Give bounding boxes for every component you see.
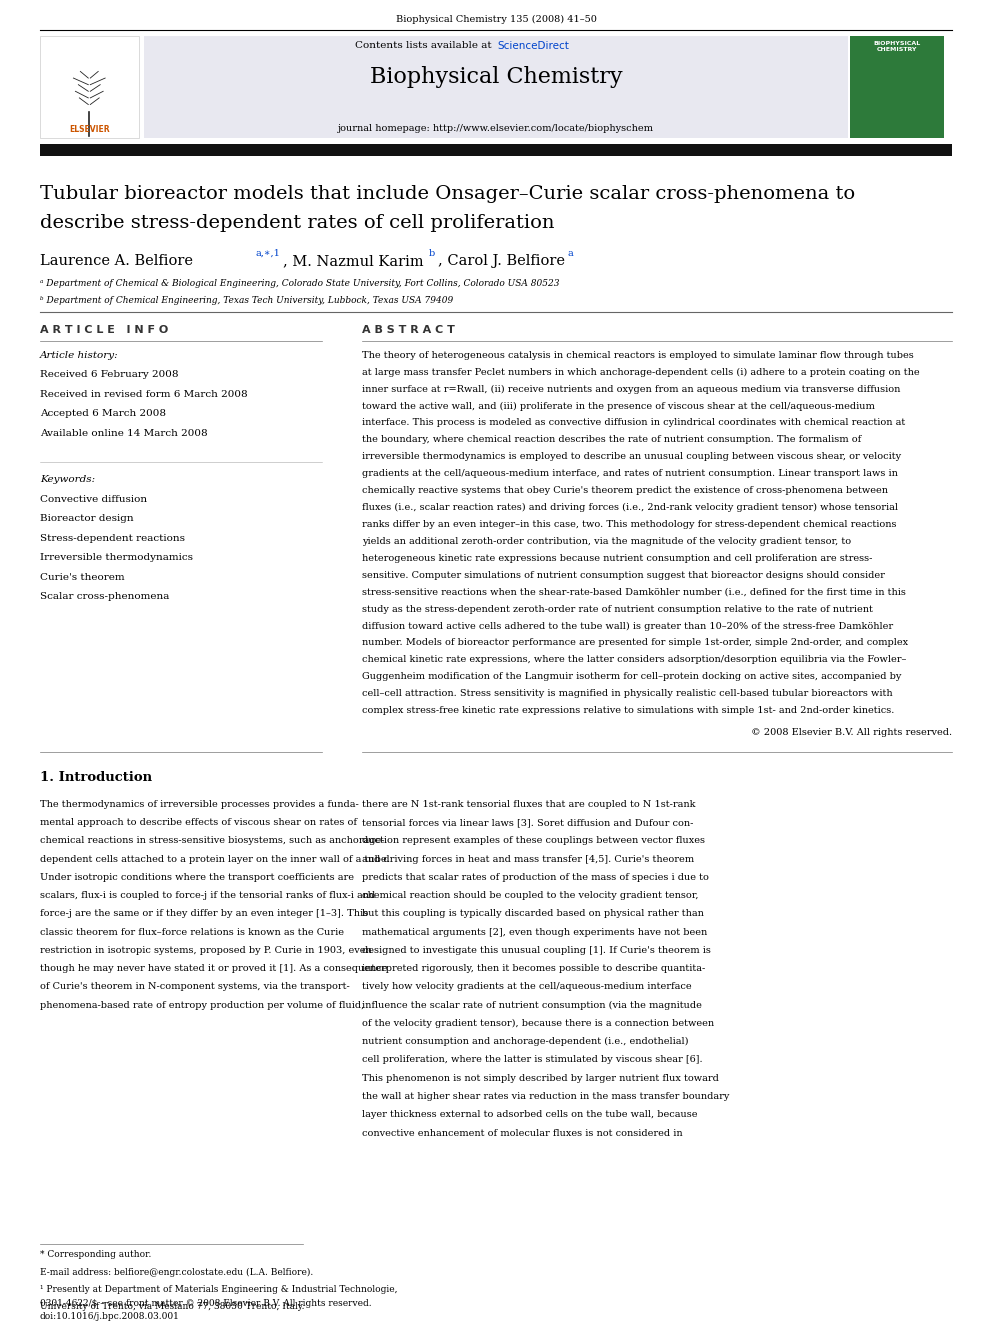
Text: heterogeneous kinetic rate expressions because nutrient consumption and cell pro: heterogeneous kinetic rate expressions b… bbox=[362, 554, 872, 562]
Text: © 2008 Elsevier B.V. All rights reserved.: © 2008 Elsevier B.V. All rights reserved… bbox=[751, 729, 952, 737]
Text: number. Models of bioreactor performance are presented for simple 1st-order, sim: number. Models of bioreactor performance… bbox=[362, 639, 909, 647]
Text: E-mail address: belfiore@engr.colostate.edu (L.A. Belfiore).: E-mail address: belfiore@engr.colostate.… bbox=[40, 1267, 312, 1277]
Text: force-j are the same or if they differ by an even integer [1–3]. This: force-j are the same or if they differ b… bbox=[40, 909, 368, 918]
Text: Scalar cross-phenomena: Scalar cross-phenomena bbox=[40, 593, 169, 602]
Text: tively how velocity gradients at the cell/aqueous-medium interface: tively how velocity gradients at the cel… bbox=[362, 983, 691, 991]
Text: , Carol J. Belfiore: , Carol J. Belfiore bbox=[438, 254, 565, 269]
Text: Under isotropic conditions where the transport coefficients are: Under isotropic conditions where the tra… bbox=[40, 873, 354, 882]
Text: irreversible thermodynamics is employed to describe an unusual coupling between : irreversible thermodynamics is employed … bbox=[362, 452, 901, 462]
Text: influence the scalar rate of nutrient consumption (via the magnitude: influence the scalar rate of nutrient co… bbox=[362, 1000, 702, 1009]
Text: doi:10.1016/j.bpc.2008.03.001: doi:10.1016/j.bpc.2008.03.001 bbox=[40, 1312, 180, 1322]
Text: convective enhancement of molecular fluxes is not considered in: convective enhancement of molecular flux… bbox=[362, 1129, 682, 1138]
Text: * Corresponding author.: * Corresponding author. bbox=[40, 1250, 151, 1259]
FancyBboxPatch shape bbox=[40, 144, 952, 156]
Text: layer thickness external to adsorbed cells on the tube wall, because: layer thickness external to adsorbed cel… bbox=[362, 1110, 697, 1119]
Text: cell proliferation, where the latter is stimulated by viscous shear [6].: cell proliferation, where the latter is … bbox=[362, 1056, 702, 1065]
Text: gradients at the cell/aqueous-medium interface, and rates of nutrient consumptio: gradients at the cell/aqueous-medium int… bbox=[362, 470, 898, 478]
Text: Guggenheim modification of the Langmuir isotherm for cell–protein docking on act: Guggenheim modification of the Langmuir … bbox=[362, 672, 902, 681]
Text: ranks differ by an even integer–in this case, two. This methodology for stress-d: ranks differ by an even integer–in this … bbox=[362, 520, 897, 529]
Text: ELSEVIER: ELSEVIER bbox=[69, 124, 109, 134]
Text: mathematical arguments [2], even though experiments have not been: mathematical arguments [2], even though … bbox=[362, 927, 707, 937]
Text: there are N 1st-rank tensorial fluxes that are coupled to N 1st-rank: there are N 1st-rank tensorial fluxes th… bbox=[362, 800, 695, 808]
Text: classic theorem for flux–force relations is known as the Curie: classic theorem for flux–force relations… bbox=[40, 927, 343, 937]
FancyBboxPatch shape bbox=[850, 36, 944, 138]
Text: the wall at higher shear rates via reduction in the mass transfer boundary: the wall at higher shear rates via reduc… bbox=[362, 1091, 729, 1101]
Text: Bioreactor design: Bioreactor design bbox=[40, 515, 133, 523]
Text: designed to investigate this unusual coupling [1]. If Curie's theorem is: designed to investigate this unusual cou… bbox=[362, 946, 711, 955]
Text: Convective diffusion: Convective diffusion bbox=[40, 495, 147, 504]
Text: Accepted 6 March 2008: Accepted 6 March 2008 bbox=[40, 409, 166, 418]
Text: but this coupling is typically discarded based on physical rather than: but this coupling is typically discarded… bbox=[362, 909, 704, 918]
Text: of the velocity gradient tensor), because there is a connection between: of the velocity gradient tensor), becaus… bbox=[362, 1019, 714, 1028]
Text: 0301-4622/$ – see front matter © 2008 Elsevier B.V. All rights reserved.: 0301-4622/$ – see front matter © 2008 El… bbox=[40, 1299, 371, 1308]
Text: of Curie's theorem in N-component systems, via the transport-: of Curie's theorem in N-component system… bbox=[40, 983, 349, 991]
FancyBboxPatch shape bbox=[144, 36, 848, 138]
Text: Available online 14 March 2008: Available online 14 March 2008 bbox=[40, 429, 207, 438]
Text: ScienceDirect: ScienceDirect bbox=[497, 41, 568, 52]
Text: a,∗,1: a,∗,1 bbox=[256, 249, 281, 258]
Text: diffusion toward active cells adhered to the tube wall) is greater than 10–20% o: diffusion toward active cells adhered to… bbox=[362, 622, 893, 631]
Text: chemical reaction should be coupled to the velocity gradient tensor,: chemical reaction should be coupled to t… bbox=[362, 892, 698, 900]
Text: stress-sensitive reactions when the shear-rate-based Damköhler number (i.e., def: stress-sensitive reactions when the shea… bbox=[362, 587, 906, 597]
Text: dependent cells attached to a protein layer on the inner wall of a tube.: dependent cells attached to a protein la… bbox=[40, 855, 390, 864]
Text: nutrient consumption and anchorage-dependent (i.e., endothelial): nutrient consumption and anchorage-depen… bbox=[362, 1037, 688, 1046]
Text: chemical reactions in stress-sensitive biosystems, such as anchorage-: chemical reactions in stress-sensitive b… bbox=[40, 836, 384, 845]
Text: a: a bbox=[567, 249, 573, 258]
Text: Tubular bioreactor models that include Onsager–Curie scalar cross-phenomena to: Tubular bioreactor models that include O… bbox=[40, 185, 855, 204]
Text: tensorial forces via linear laws [3]. Soret diffusion and Dufour con-: tensorial forces via linear laws [3]. So… bbox=[362, 818, 693, 827]
Text: Curie's theorem: Curie's theorem bbox=[40, 573, 124, 582]
Text: The theory of heterogeneous catalysis in chemical reactors is employed to simula: The theory of heterogeneous catalysis in… bbox=[362, 351, 914, 360]
Text: chemically reactive systems that obey Curie's theorem predict the existence of c: chemically reactive systems that obey Cu… bbox=[362, 486, 888, 495]
Text: study as the stress-dependent zeroth-order rate of nutrient consumption relative: study as the stress-dependent zeroth-ord… bbox=[362, 605, 873, 614]
Text: Irreversible thermodynamics: Irreversible thermodynamics bbox=[40, 553, 192, 562]
Text: interpreted rigorously, then it becomes possible to describe quantita-: interpreted rigorously, then it becomes … bbox=[362, 964, 705, 974]
Text: sensitive. Computer simulations of nutrient consumption suggest that bioreactor : sensitive. Computer simulations of nutri… bbox=[362, 570, 885, 579]
Text: Stress-dependent reactions: Stress-dependent reactions bbox=[40, 533, 185, 542]
Text: complex stress-free kinetic rate expressions relative to simulations with simple: complex stress-free kinetic rate express… bbox=[362, 706, 895, 716]
Text: b: b bbox=[429, 249, 434, 258]
Text: ᵇ Department of Chemical Engineering, Texas Tech University, Lubbock, Texas USA : ᵇ Department of Chemical Engineering, Te… bbox=[40, 296, 453, 306]
Text: Keywords:: Keywords: bbox=[40, 475, 95, 484]
Text: ¹ Presently at Department of Materials Engineering & Industrial Technologie,: ¹ Presently at Department of Materials E… bbox=[40, 1285, 397, 1294]
Text: Laurence A. Belfiore: Laurence A. Belfiore bbox=[40, 254, 192, 269]
Text: mental approach to describe effects of viscous shear on rates of: mental approach to describe effects of v… bbox=[40, 818, 357, 827]
Text: Article history:: Article history: bbox=[40, 351, 118, 360]
Text: This phenomenon is not simply described by larger nutrient flux toward: This phenomenon is not simply described … bbox=[362, 1074, 719, 1082]
Text: cell–cell attraction. Stress sensitivity is magnified in physically realistic ce: cell–cell attraction. Stress sensitivity… bbox=[362, 689, 893, 699]
Text: journal homepage: http://www.elsevier.com/locate/biophyschem: journal homepage: http://www.elsevier.co… bbox=[338, 124, 654, 134]
Text: scalars, flux-i is coupled to force-j if the tensorial ranks of flux-i and: scalars, flux-i is coupled to force-j if… bbox=[40, 892, 375, 900]
Text: yields an additional zeroth-order contribution, via the magnitude of the velocit: yields an additional zeroth-order contri… bbox=[362, 537, 851, 546]
Text: Received 6 February 2008: Received 6 February 2008 bbox=[40, 370, 179, 380]
Text: chemical kinetic rate expressions, where the latter considers adsorption/desorpt: chemical kinetic rate expressions, where… bbox=[362, 655, 907, 664]
Text: duction represent examples of these couplings between vector fluxes: duction represent examples of these coup… bbox=[362, 836, 705, 845]
Text: interface. This process is modeled as convective diffusion in cylindrical coordi: interface. This process is modeled as co… bbox=[362, 418, 906, 427]
Text: 1. Introduction: 1. Introduction bbox=[40, 771, 152, 783]
Text: , M. Nazmul Karim: , M. Nazmul Karim bbox=[283, 254, 424, 269]
Text: fluxes (i.e., scalar reaction rates) and driving forces (i.e., 2nd-rank velocity: fluxes (i.e., scalar reaction rates) and… bbox=[362, 503, 898, 512]
Text: restriction in isotropic systems, proposed by P. Curie in 1903, even: restriction in isotropic systems, propos… bbox=[40, 946, 371, 955]
Text: describe stress-dependent rates of cell proliferation: describe stress-dependent rates of cell … bbox=[40, 214, 555, 233]
FancyBboxPatch shape bbox=[40, 36, 139, 138]
Text: ᵃ Department of Chemical & Biological Engineering, Colorado State University, Fo: ᵃ Department of Chemical & Biological En… bbox=[40, 279, 559, 288]
Text: Contents lists available at: Contents lists available at bbox=[355, 41, 495, 50]
Text: Biophysical Chemistry 135 (2008) 41–50: Biophysical Chemistry 135 (2008) 41–50 bbox=[396, 15, 596, 24]
Text: toward the active wall, and (iii) proliferate in the presence of viscous shear a: toward the active wall, and (iii) prolif… bbox=[362, 401, 875, 410]
Text: BIOPHYSICAL
CHEMISTRY: BIOPHYSICAL CHEMISTRY bbox=[873, 41, 921, 52]
Text: predicts that scalar rates of production of the mass of species i due to: predicts that scalar rates of production… bbox=[362, 873, 709, 882]
Text: Received in revised form 6 March 2008: Received in revised form 6 March 2008 bbox=[40, 390, 247, 398]
Text: and driving forces in heat and mass transfer [4,5]. Curie's theorem: and driving forces in heat and mass tran… bbox=[362, 855, 694, 864]
Text: A R T I C L E   I N F O: A R T I C L E I N F O bbox=[40, 325, 168, 336]
Text: the boundary, where chemical reaction describes the rate of nutrient consumption: the boundary, where chemical reaction de… bbox=[362, 435, 861, 445]
Text: The thermodynamics of irreversible processes provides a funda-: The thermodynamics of irreversible proce… bbox=[40, 800, 358, 808]
Text: inner surface at r=Rwall, (ii) receive nutrients and oxygen from an aqueous medi: inner surface at r=Rwall, (ii) receive n… bbox=[362, 385, 901, 393]
Text: Biophysical Chemistry: Biophysical Chemistry bbox=[370, 66, 622, 89]
Text: at large mass transfer Peclet numbers in which anchorage-dependent cells (i) adh: at large mass transfer Peclet numbers in… bbox=[362, 368, 920, 377]
Text: phenomena-based rate of entropy production per volume of fluid,: phenomena-based rate of entropy producti… bbox=[40, 1000, 364, 1009]
Text: though he may never have stated it or proved it [1]. As a consequence: though he may never have stated it or pr… bbox=[40, 964, 387, 974]
Text: A B S T R A C T: A B S T R A C T bbox=[362, 325, 455, 336]
Text: University of Trento, via Mesiano 77, 38050 Trento, Italy.: University of Trento, via Mesiano 77, 38… bbox=[40, 1302, 305, 1311]
